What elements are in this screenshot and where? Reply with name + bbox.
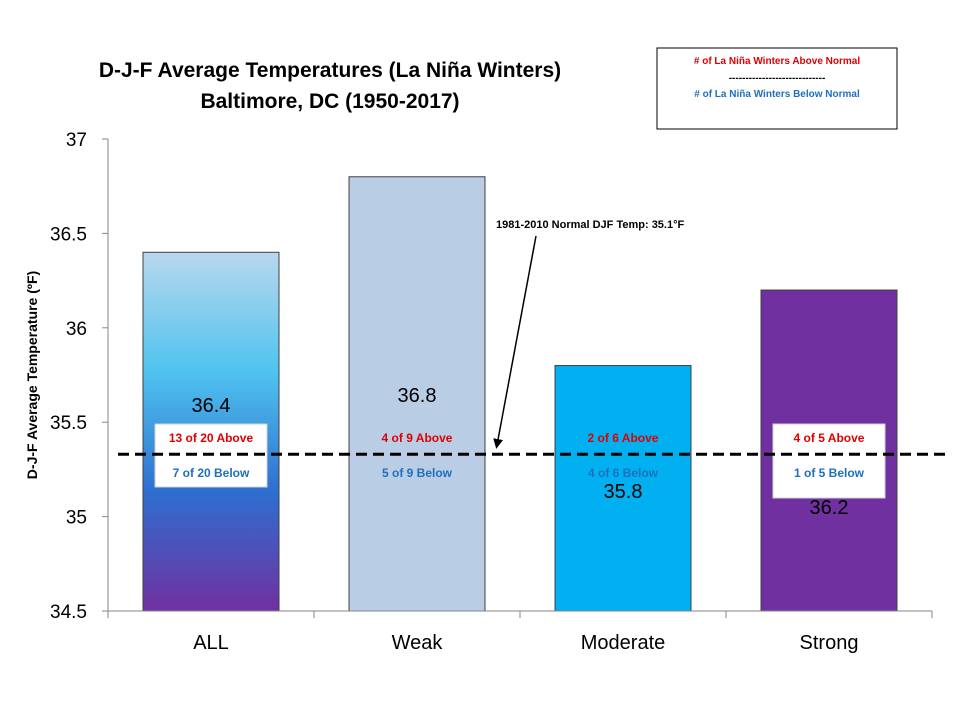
legend-box <box>656 47 898 130</box>
x-tick-label: Weak <box>392 632 444 654</box>
above-count-label: 4 of 9 Above <box>382 431 453 445</box>
chart-subtitle: Baltimore, DC (1950-2017) <box>200 90 459 113</box>
below-count-label: 1 of 5 Below <box>794 466 865 480</box>
bars-layer <box>142 176 898 612</box>
y-axis-title: D-J-F Average Temperature (ºF) <box>24 271 40 479</box>
bar-weak <box>348 176 486 612</box>
normal-temp-label: 1981-2010 Normal DJF Temp: 35.1°F <box>496 219 685 231</box>
legend-separator: ----------------------------- <box>729 73 826 84</box>
count-box <box>772 423 886 499</box>
x-tick-label: Strong <box>800 632 859 654</box>
chart-title: D-J-F Average Temperatures (La Niña Wint… <box>99 59 561 82</box>
above-count-label: 13 of 20 Above <box>169 431 254 445</box>
below-count-label: 7 of 20 Below <box>173 466 250 480</box>
legend-above-label: # of La Niña Winters Above Normal <box>694 56 860 67</box>
axes-layer: 34.5 35 35.5 36 36.5 37 ALL Weak Moderate Strong <box>50 130 933 654</box>
y-tick-label: 37 <box>66 130 87 151</box>
x-tick-label: Moderate <box>581 632 666 654</box>
labels-layer: 36.4 36.8 35.8 36.2 13 of 20 Above 7 of 20 Be… <box>154 385 886 519</box>
data-label: 36.2 <box>810 497 849 519</box>
y-tick-label: 34.5 <box>50 602 87 623</box>
data-label: 35.8 <box>604 481 643 503</box>
bar-moderate <box>554 365 692 612</box>
above-count-label: 4 of 5 Above <box>794 431 865 445</box>
y-tick-label: 35 <box>66 508 87 529</box>
x-tick-label: ALL <box>193 632 229 654</box>
normal-temp-arrow <box>493 235 537 449</box>
normal-line-layer: 1981-2010 Normal DJF Temp: 35.1°F <box>118 219 948 456</box>
legend-layer: # of La Niña Winters Above Normal -------… <box>656 47 898 130</box>
data-label: 36.4 <box>192 395 231 417</box>
y-tick-label: 36.5 <box>50 224 87 245</box>
below-count-label: 5 of 9 Below <box>382 466 453 480</box>
y-tick-label: 35.5 <box>50 413 87 434</box>
above-count-label: 2 of 6 Above <box>588 431 659 445</box>
legend-below-label: # of La Niña Winters Below Normal <box>694 89 860 100</box>
data-label: 36.8 <box>398 385 437 407</box>
y-tick-label: 36 <box>66 319 87 340</box>
below-count-label: 4 of 6 Below <box>588 466 659 480</box>
